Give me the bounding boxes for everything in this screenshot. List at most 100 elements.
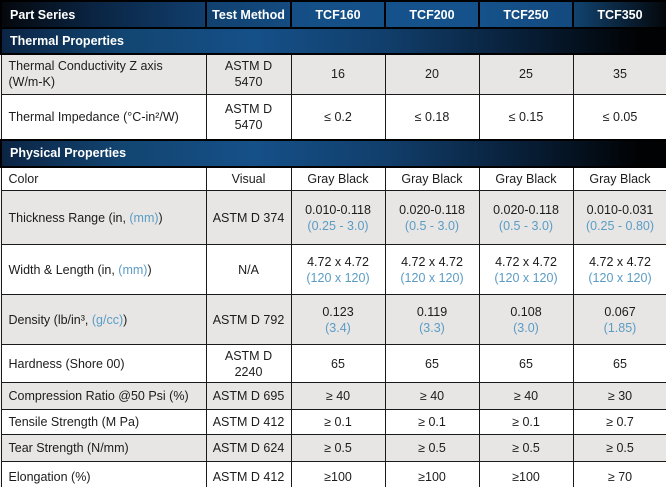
- test-method-cell: ASTM D 412: [205, 409, 292, 436]
- property-label-unit-blue: (g/cc): [91, 312, 124, 327]
- value-main: 65: [331, 356, 345, 371]
- value-main: Gray Black: [307, 172, 369, 186]
- section-title: Physical Properties: [0, 139, 666, 168]
- value-cell: ≥ 30: [572, 382, 666, 411]
- value-metric-sub: (120 x 120): [400, 270, 464, 285]
- value-main: ≤ 0.05: [602, 109, 638, 124]
- value-metric-sub: (0.5 - 3.0): [404, 218, 460, 233]
- value-cell: 65: [384, 344, 480, 384]
- section-row: Thermal Properties: [0, 27, 666, 55]
- test-method: ASTM D 374: [212, 210, 285, 225]
- test-method-cell: ASTM D 5470: [205, 53, 292, 95]
- property-label: Thermal Impedance (°C-in²/W): [8, 109, 179, 124]
- test-method-cell: ASTM D 5470: [205, 93, 292, 141]
- value-main: 4.72 x 4.72: [589, 254, 651, 269]
- section-row: Physical Properties: [0, 139, 666, 168]
- test-method-line2: 5470: [234, 75, 263, 90]
- test-method-cell: ASTM D 2240: [205, 344, 292, 384]
- property-label-cell: Compression Ratio @50 Psi (%): [0, 382, 207, 411]
- value-main: ≥ 40: [513, 389, 539, 404]
- value-cell: 4.72 x 4.72 (120 x 120): [572, 244, 666, 296]
- value-main: ≤ 0.15: [508, 109, 544, 124]
- property-label: Hardness (Shore 00): [8, 356, 125, 371]
- value-cell: 0.108 (3.0): [478, 294, 574, 346]
- value-main: ≥ 0.7: [606, 415, 634, 430]
- table-row: Color Visual Gray Black Gray Black Gray Blac…: [0, 166, 666, 192]
- property-label: Tensile Strength (M Pa): [8, 415, 140, 430]
- test-method-line2: 5470: [234, 117, 263, 132]
- value-cell: ≤ 0.05: [572, 93, 666, 141]
- property-label: Tear Strength (N/mm): [8, 441, 129, 456]
- test-method: ASTM D 624: [212, 441, 285, 456]
- value-cell: 4.72 x 4.72 (120 x 120): [384, 244, 480, 296]
- value-main: 25: [519, 67, 533, 82]
- property-label: Elongation (%): [8, 469, 91, 484]
- test-method: ASTM D: [224, 348, 273, 363]
- column-header-product-tcf250: TCF250: [478, 0, 574, 29]
- property-label-cell: Tensile Strength (M Pa): [0, 409, 207, 436]
- value-metric-sub: (0.5 - 3.0): [498, 218, 554, 233]
- value-main: ≥100: [418, 469, 446, 484]
- value-main: Gray Black: [589, 172, 651, 186]
- value-main: 4.72 x 4.72: [307, 254, 369, 269]
- test-method-cell: ASTM D 792: [205, 294, 292, 346]
- value-cell: ≥ 0.1: [478, 409, 574, 436]
- property-label: Thermal Conductivity Z axis (W/m-K): [8, 59, 163, 90]
- value-cell: 16: [290, 53, 386, 95]
- property-label: Width & Length (in,: [8, 262, 119, 277]
- property-label-cell: Thermal Conductivity Z axis (W/m-K): [0, 53, 207, 95]
- property-label: Compression Ratio @50 Psi (%): [8, 389, 189, 404]
- value-main: ≥ 40: [419, 389, 445, 404]
- value-main: 0.010-0.031: [586, 202, 654, 217]
- section-title: Thermal Properties: [0, 27, 666, 55]
- value-main: ≥ 40: [325, 389, 351, 404]
- value-cell: 0.020-0.118 (0.5 - 3.0): [478, 190, 574, 246]
- value-main: 0.123: [322, 304, 354, 319]
- column-header-product-tcf350: TCF350: [572, 0, 666, 29]
- value-main: 65: [519, 356, 533, 371]
- test-method: ASTM D 412: [212, 469, 285, 484]
- value-cell: ≥ 40: [290, 382, 386, 411]
- property-label-cell: Color: [0, 166, 207, 192]
- property-label-cell: Width & Length (in, (mm)): [0, 244, 207, 296]
- value-main: 4.72 x 4.72: [401, 254, 463, 269]
- value-cell: ≥ 40: [384, 382, 480, 411]
- value-cell: 0.010-0.118 (0.25 - 3.0): [290, 190, 386, 246]
- test-method-cell: Visual: [205, 166, 292, 192]
- column-header-test-method: Test Method: [205, 0, 292, 29]
- value-main: ≥ 0.5: [324, 441, 352, 456]
- table-row: Compression Ratio @50 Psi (%) ASTM D 695 ≥…: [0, 382, 666, 411]
- value-cell: 4.72 x 4.72 (120 x 120): [290, 244, 386, 296]
- value-main: ≥ 0.5: [606, 441, 634, 456]
- value-metric-sub: (120 x 120): [588, 270, 652, 285]
- value-main: 16: [331, 67, 345, 82]
- property-label-cell: Hardness (Shore 00): [0, 344, 207, 384]
- header-row: Part Series Test Method TCF160 TCF200 TC…: [0, 0, 666, 29]
- value-main: 35: [613, 67, 627, 82]
- value-cell: 65: [572, 344, 666, 384]
- value-cell: ≥ 0.5: [384, 434, 480, 463]
- value-cell: ≥ 0.1: [290, 409, 386, 436]
- table-row: Thermal Conductivity Z axis (W/m-K) ASTM …: [0, 53, 666, 95]
- property-label: Color: [8, 172, 39, 186]
- test-method: ASTM D 412: [212, 415, 285, 430]
- value-cell: ≥ 0.5: [290, 434, 386, 463]
- value-main: 0.020-0.118: [493, 202, 559, 217]
- value-main: 0.010-0.118: [305, 202, 371, 217]
- value-cell: ≥100: [478, 461, 574, 487]
- value-metric-sub: (120 x 120): [306, 270, 370, 285]
- table-row: Hardness (Shore 00) ASTM D 2240 65 65 65 65: [0, 344, 666, 384]
- property-label: Density (lb/in³,: [8, 312, 92, 327]
- value-metric-sub: (1.85): [603, 320, 637, 335]
- value-metric-sub: (3.0): [513, 320, 539, 335]
- table-row: Width & Length (in, (mm)) N/A 4.72 x 4.72(…: [0, 244, 666, 296]
- property-label-cell: Density (lb/in³, (g/cc)): [0, 294, 207, 346]
- value-main: 4.72 x 4.72: [495, 254, 557, 269]
- value-cell: ≥ 0.1: [384, 409, 480, 436]
- value-metric-sub: (3.4): [325, 320, 351, 335]
- value-cell: 0.123 (3.4): [290, 294, 386, 346]
- value-main: ≥ 30: [607, 389, 633, 404]
- test-method-cell: N/A: [205, 244, 292, 296]
